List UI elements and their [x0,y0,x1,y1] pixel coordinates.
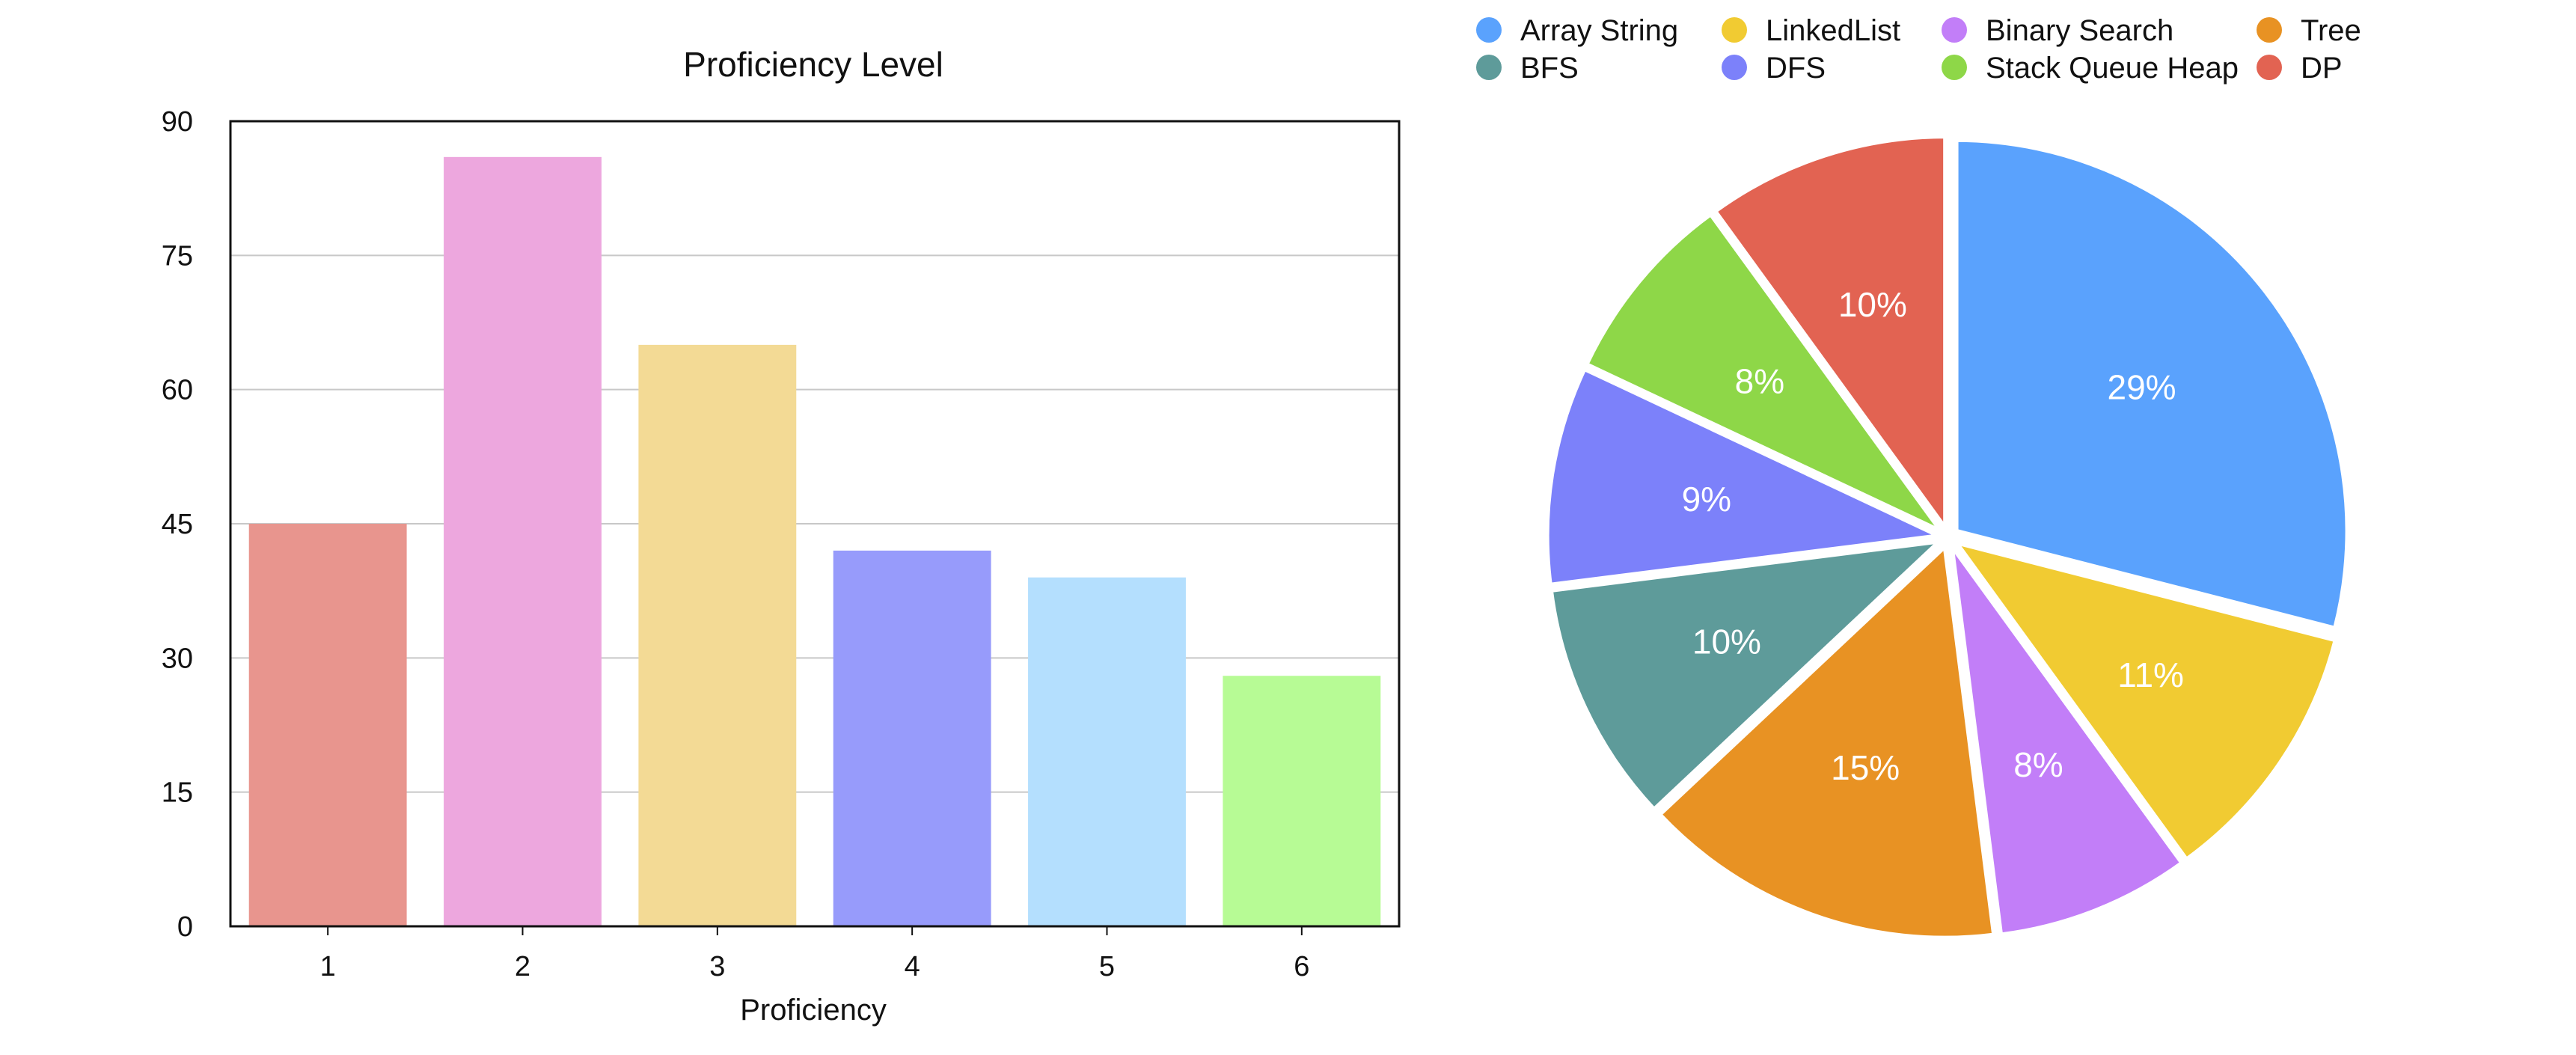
legend-label: Stack Queue Heap [1986,52,2239,85]
bar-chart-y-ticks: 0 15 30 45 60 75 90 [162,106,193,943]
bar-chart-x-axis-label: Proficiency [740,994,887,1027]
bar-chart-y-tick-label: 0 [177,911,193,943]
pie-slice-label: 29% [2107,367,2176,406]
pie-chart: Array String LinkedList Binary Search Tree B… [1476,14,2361,940]
legend-swatch [2257,55,2282,80]
pie-slice-label: 8% [2013,745,2063,784]
legend-swatch [1942,55,1967,80]
bar-chart-title: Proficiency Level [683,45,943,84]
legend-item-dfs: DFS [1722,52,1826,85]
bar-chart-y-tick-label: 15 [162,777,193,809]
bar-chart-x-tick-label: 6 [1294,951,1309,982]
bar-chart-bars [248,156,1381,926]
legend-label: Binary Search [1986,14,2173,47]
legend-swatch [1722,17,1747,43]
legend-item-array-string: Array String [1476,14,1678,47]
pie-chart-slice-labels: 29% 11% 8% 15% 10% 9% 8% 10% [1682,285,2184,787]
legend-label: LinkedList [1766,14,1900,47]
bar-chart-x-tick-label: 2 [515,951,530,982]
bar-6 [1223,676,1381,926]
pie-slice-label: 15% [1831,748,1900,787]
pie-slice-label: 8% [1735,361,1784,400]
bar-chart-plot-frame [229,120,1401,928]
bar-1 [248,524,407,926]
bar-chart-x-tick-label: 5 [1099,951,1115,982]
legend-swatch [2257,17,2282,43]
legend-item-dp: DP [2257,52,2343,85]
pie-slice-binary-search [1950,545,2184,937]
bar-chart-y-tick-label: 45 [162,509,193,540]
bar-2 [444,156,602,926]
legend-swatch [1942,17,1967,43]
pie-slice-label: 10% [1692,622,1761,661]
legend-item-linkedlist: LinkedList [1722,14,1900,47]
legend-label: DFS [1766,52,1826,85]
legend-label: Tree [2301,14,2361,47]
pie-slice-stack-queue-heap [1585,212,1942,533]
bar-chart-gridlines [230,254,1399,793]
pie-chart-legend: Array String LinkedList Binary Search Tree B… [1476,14,2361,85]
legend-item-binary-search: Binary Search [1942,14,2173,47]
legend-label: DP [2301,52,2343,85]
pie-slice-bfs [1549,539,1941,811]
pie-slice-label: 11% [2117,655,2184,694]
pie-slice-tree [1658,545,1996,940]
pie-slice-array-string [1954,138,2349,630]
pie-slice-dfs [1545,367,1940,587]
bar-chart-y-tick-label: 90 [162,106,193,138]
bar-chart-x-tick-label: 3 [709,951,725,982]
legend-swatch [1476,55,1502,80]
bar-chart-y-tick-label: 60 [162,375,193,406]
bar-4 [833,550,991,926]
bar-chart-y-tick-label: 30 [162,643,193,674]
legend-item-tree: Tree [2257,14,2361,47]
bar-5 [1028,577,1186,926]
bar-3 [638,344,797,926]
legend-label: BFS [1520,52,1579,85]
bar-chart-x-tick-label: 1 [320,951,336,982]
legend-item-bfs: BFS [1476,52,1579,85]
bar-chart-x-ticks: 1 2 3 4 5 6 [320,926,1309,982]
pie-slice-label: 9% [1682,480,1731,519]
legend-item-stack-queue-heap: Stack Queue Heap [1942,52,2239,85]
bar-chart-x-tick-label: 4 [905,951,920,982]
pie-slice-linkedlist [1955,541,2337,861]
pie-chart-slices [1545,135,2349,940]
legend-swatch [1476,17,1502,43]
legend-swatch [1722,55,1747,80]
pie-slice-dp [1713,135,1948,530]
bar-chart-y-tick-label: 75 [162,240,193,272]
pie-slice-label: 10% [1838,285,1907,324]
legend-label: Array String [1520,14,1678,47]
